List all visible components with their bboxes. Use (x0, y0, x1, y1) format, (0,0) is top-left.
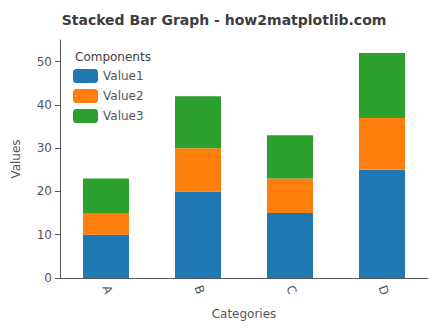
svg-text:50: 50 (37, 55, 52, 69)
svg-text:20: 20 (37, 184, 52, 198)
svg-text:Stacked Bar Graph - how2matplo: Stacked Bar Graph - how2matplotlib.com (62, 12, 387, 28)
svg-text:40: 40 (37, 98, 52, 112)
svg-text:Value2: Value2 (103, 89, 144, 103)
svg-text:C: C (283, 284, 299, 297)
svg-text:30: 30 (37, 141, 52, 155)
svg-text:Categories: Categories (212, 307, 277, 321)
svg-text:D: D (375, 284, 391, 297)
svg-text:Components: Components (75, 50, 151, 64)
svg-text:10: 10 (37, 228, 52, 242)
svg-text:Values: Values (9, 139, 23, 178)
svg-text:Value3: Value3 (103, 109, 144, 123)
svg-text:A: A (99, 284, 115, 297)
svg-text:B: B (191, 284, 207, 297)
svg-text:Value1: Value1 (103, 69, 144, 83)
svg-text:0: 0 (44, 271, 52, 285)
